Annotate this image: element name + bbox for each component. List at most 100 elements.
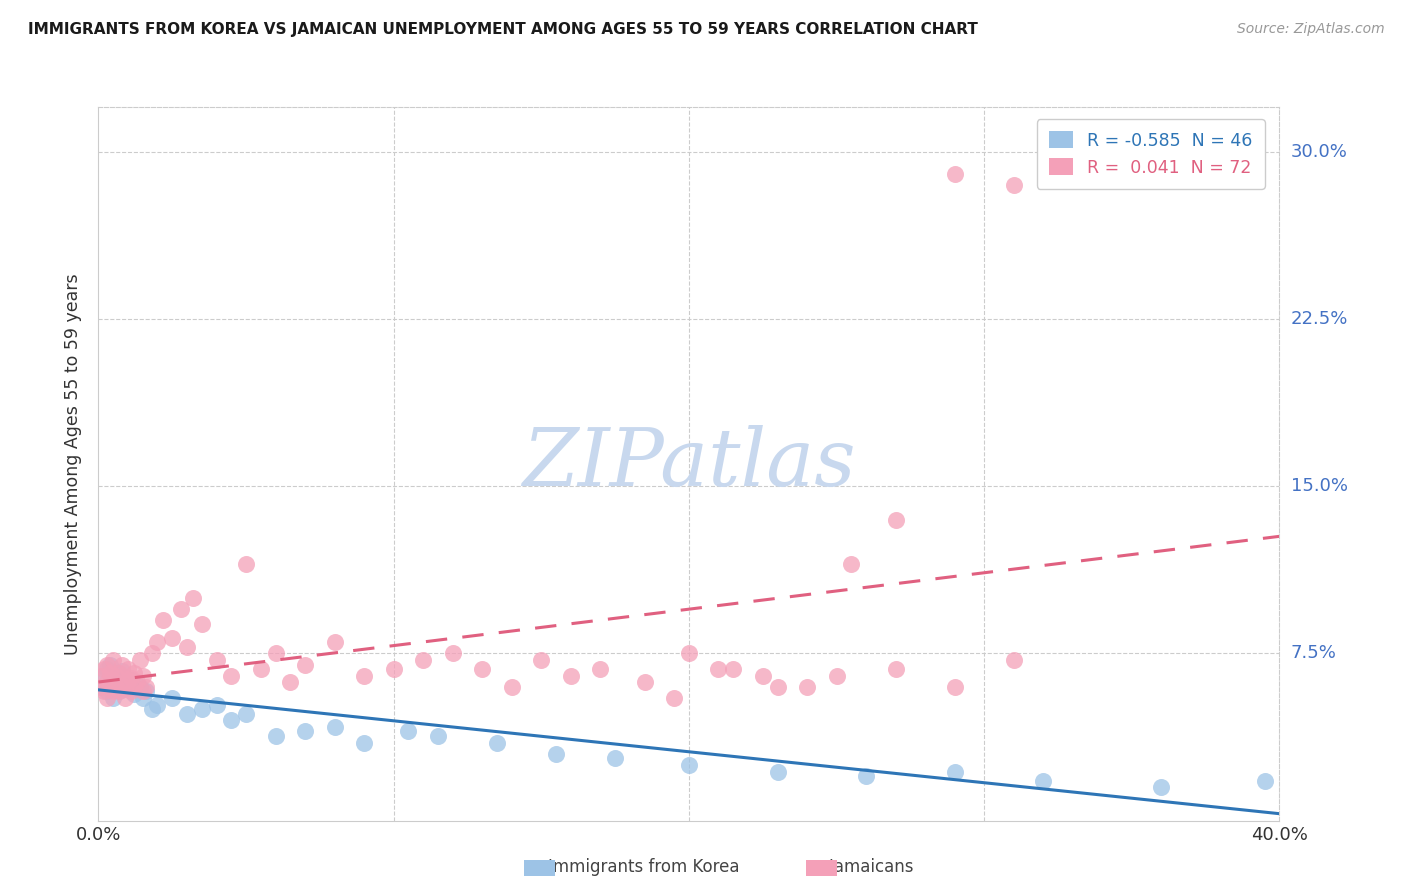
Text: Jamaicans: Jamaicans [808, 858, 914, 876]
Point [441, 646, 464, 660]
Point [633, 675, 655, 690]
Point [1002, 178, 1025, 193]
Point [105, 680, 128, 694]
Point [120, 673, 142, 687]
Point [132, 690, 155, 705]
Point [382, 662, 405, 676]
Point [105, 680, 128, 694]
Point [427, 729, 450, 743]
Text: ZIPatlas: ZIPatlas [522, 425, 856, 502]
Point [120, 671, 142, 685]
Point [943, 167, 966, 181]
Point [796, 680, 818, 694]
Point [117, 678, 139, 692]
Point [135, 684, 157, 698]
Point [678, 646, 700, 660]
Text: 22.5%: 22.5% [1291, 310, 1348, 328]
Text: IMMIGRANTS FROM KOREA VS JAMAICAN UNEMPLOYMENT AMONG AGES 55 TO 59 YEARS CORRELA: IMMIGRANTS FROM KOREA VS JAMAICAN UNEMPL… [28, 22, 979, 37]
Point [108, 671, 131, 685]
Point [707, 662, 730, 676]
Point [1254, 773, 1277, 788]
Point [294, 724, 316, 739]
Point [605, 751, 627, 765]
Point [176, 640, 198, 654]
Point [125, 681, 148, 696]
Point [103, 653, 125, 667]
Point [108, 666, 131, 681]
Point [90, 680, 112, 694]
Point [323, 720, 346, 734]
Point [111, 664, 134, 679]
Point [205, 698, 228, 712]
Point [235, 706, 257, 721]
Point [105, 666, 128, 681]
Point [170, 602, 193, 616]
Point [98, 657, 121, 672]
Point [122, 680, 145, 694]
Point [250, 662, 273, 676]
Point [146, 698, 169, 712]
Point [235, 557, 257, 572]
Point [678, 758, 700, 772]
Point [353, 735, 375, 749]
Legend: R = -0.585  N = 46, R =  0.041  N = 72: R = -0.585 N = 46, R = 0.041 N = 72 [1038, 120, 1265, 189]
Point [146, 635, 169, 649]
Point [122, 666, 145, 681]
Point [751, 669, 773, 683]
Point [766, 764, 789, 779]
Point [176, 706, 198, 721]
Point [1002, 653, 1025, 667]
Point [943, 680, 966, 694]
Point [96, 657, 118, 672]
Y-axis label: Unemployment Among Ages 55 to 59 years: Unemployment Among Ages 55 to 59 years [65, 273, 83, 655]
Point [98, 675, 121, 690]
Point [530, 653, 553, 667]
Point [1150, 780, 1173, 794]
Point [93, 684, 115, 698]
Point [294, 657, 316, 672]
Point [323, 635, 346, 649]
Point [111, 675, 134, 690]
Point [114, 690, 136, 705]
Point [839, 557, 862, 572]
Point [181, 591, 204, 605]
Point [191, 702, 214, 716]
Point [135, 680, 157, 694]
Point [264, 729, 287, 743]
Point [141, 646, 163, 660]
Point [219, 669, 242, 683]
Point [943, 764, 966, 779]
Point [884, 662, 907, 676]
Point [98, 666, 121, 681]
Point [117, 662, 139, 676]
Point [93, 669, 115, 683]
Point [191, 617, 214, 632]
Point [90, 680, 112, 694]
Text: 7.5%: 7.5% [1291, 644, 1337, 663]
Point [96, 675, 118, 690]
Point [264, 646, 287, 660]
Point [103, 684, 125, 698]
Point [278, 675, 302, 690]
Point [396, 724, 419, 739]
Point [1032, 773, 1054, 788]
Text: 30.0%: 30.0% [1291, 143, 1347, 161]
Point [721, 662, 744, 676]
Point [117, 673, 139, 687]
Point [105, 669, 128, 683]
Point [560, 669, 582, 683]
Point [128, 653, 150, 667]
Point [120, 684, 142, 698]
Point [664, 690, 686, 705]
Point [132, 669, 155, 683]
Point [96, 684, 118, 698]
Point [471, 662, 494, 676]
Point [162, 631, 183, 645]
Point [589, 662, 612, 676]
Point [108, 684, 131, 698]
Point [103, 673, 125, 687]
Text: Immigrants from Korea: Immigrants from Korea [527, 858, 740, 876]
Point [96, 690, 118, 705]
Point [98, 680, 121, 694]
Point [205, 653, 228, 667]
